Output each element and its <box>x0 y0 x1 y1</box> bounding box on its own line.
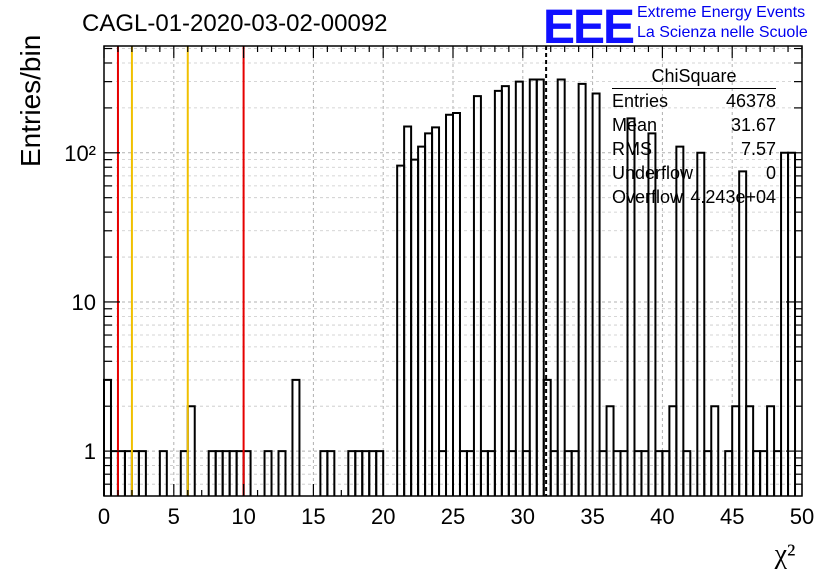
stats-row-rms: RMS 7.57 <box>612 137 776 161</box>
stats-row-mean: Mean 31.67 <box>612 113 776 137</box>
stats-label: Underflow <box>612 163 694 183</box>
histogram-bin <box>675 145 685 496</box>
histogram-bin <box>577 82 587 496</box>
stats-row-overflow: Overflow 4.243e+04 <box>612 185 776 209</box>
x-tick-label: 0 <box>98 504 110 529</box>
histogram-bin <box>696 151 706 496</box>
stats-box-title: ChiSquare <box>612 66 776 89</box>
x-tick-label: 45 <box>720 504 744 529</box>
x-tick-label: 25 <box>441 504 465 529</box>
histogram-bin <box>682 450 692 496</box>
stats-value: 31.67 <box>730 115 776 135</box>
histogram-bin <box>647 132 657 496</box>
y-axis-label: Entries/bin <box>15 34 46 167</box>
stats-box: ChiSquare Entries 46378 Mean 31.67 RMS 7… <box>612 66 776 209</box>
histogram-bin <box>375 450 385 496</box>
stats-value: 46378 <box>725 91 776 111</box>
histogram-bin <box>710 405 720 496</box>
logo-caption: Extreme Energy Events La Scienza nelle S… <box>637 3 808 43</box>
histogram-bin <box>263 450 273 496</box>
x-axis-label: χ² <box>774 539 796 570</box>
chart-title: CAGL-01-2020-03-02-00092 <box>82 10 388 37</box>
histogram-bin <box>500 85 510 496</box>
histogram-bin <box>158 450 168 496</box>
stats-value: 4.243e+04 <box>690 187 776 207</box>
stats-row-entries: Entries 46378 <box>612 89 776 113</box>
x-tick-label: 50 <box>790 504 814 529</box>
histogram-bin <box>472 95 482 496</box>
stats-value: 7.57 <box>740 139 776 159</box>
histogram-bin <box>514 80 524 496</box>
logo-caption-line1: Extreme Energy Events <box>637 4 806 21</box>
x-tick-label: 30 <box>511 504 535 529</box>
histogram-bin <box>291 378 301 496</box>
stats-label: Mean <box>612 115 658 135</box>
x-tick-label: 10 <box>231 504 255 529</box>
stats-label: Overflow <box>612 187 684 207</box>
histogram-bin <box>535 78 545 496</box>
y-tick-label: 1 <box>84 439 96 464</box>
eee-logo: EEE <box>543 1 635 54</box>
histogram-bin <box>431 126 441 496</box>
histogram-bin <box>277 450 287 496</box>
x-tick-label: 15 <box>301 504 325 529</box>
histogram-bin <box>452 111 461 496</box>
stats-row-underflow: Underflow 0 <box>612 161 776 185</box>
stats-label: Entries <box>612 91 669 111</box>
histogram-bin <box>591 92 601 496</box>
histogram-bin <box>137 450 147 496</box>
logo-caption-line2: La Scienza nelle Scuole <box>637 24 808 41</box>
histogram-bin <box>556 78 566 496</box>
y-tick-label: 10 <box>72 290 96 315</box>
histogram-bin <box>626 117 636 496</box>
x-tick-label: 20 <box>371 504 395 529</box>
x-tick-label: 40 <box>650 504 674 529</box>
x-tick-label: 35 <box>580 504 604 529</box>
stats-value: 0 <box>765 163 776 183</box>
x-tick-label: 5 <box>168 504 180 529</box>
y-tick-label: 10² <box>64 141 96 166</box>
histogram-bin <box>326 450 336 496</box>
stats-label: RMS <box>612 139 652 159</box>
histogram-bin <box>738 170 748 496</box>
histogram-bin <box>542 378 552 496</box>
